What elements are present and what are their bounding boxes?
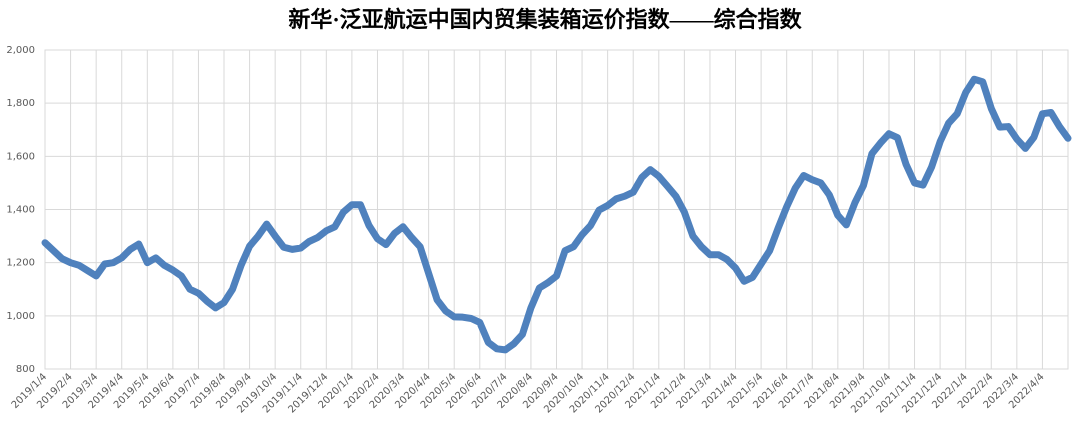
y-tick-label: 1,800: [6, 98, 35, 109]
y-tick-label: 1,200: [6, 258, 35, 269]
y-tick-label: 2,000: [6, 45, 35, 56]
y-tick-label: 1,600: [6, 151, 35, 162]
y-tick-label: 1,400: [6, 205, 35, 216]
data-line: [41, 75, 1072, 354]
plot-border: [44, 49, 1069, 370]
chart-title: 新华·泛亚航运中国内贸集装箱运价指数——综合指数: [288, 7, 802, 32]
y-tick-label: 800: [16, 364, 35, 375]
y-tick-label: 1,000: [6, 311, 35, 322]
